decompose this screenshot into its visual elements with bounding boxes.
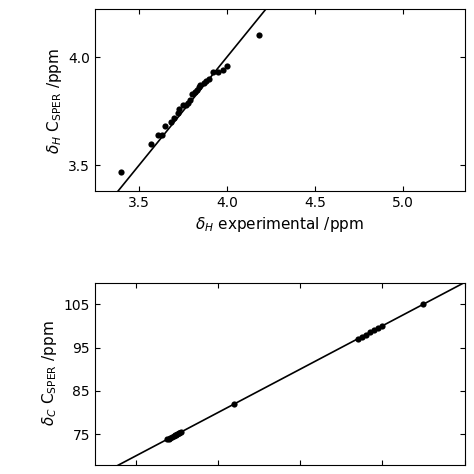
Point (193, 86, 201, 93)
Point (219, 66, 227, 74)
Point (164, 436, 171, 443)
Point (147, 140, 155, 147)
Point (179, 101, 187, 109)
Point (191, 88, 199, 96)
Point (184, 99, 192, 107)
Point (366, 328, 374, 336)
Point (174, 109, 182, 117)
Point (202, 77, 210, 85)
Point (223, 62, 231, 70)
Point (182, 101, 190, 109)
Point (162, 123, 169, 130)
Point (370, 327, 378, 334)
X-axis label: $\delta_H$ experimental /ppm: $\delta_H$ experimental /ppm (195, 215, 364, 234)
Point (176, 429, 183, 437)
Point (167, 118, 174, 126)
Point (214, 69, 222, 76)
Point (172, 431, 179, 439)
Y-axis label: $\delta_H$ C$_{\rm SPER}$ /ppm: $\delta_H$ C$_{\rm SPER}$ /ppm (45, 47, 64, 154)
Point (166, 434, 174, 441)
Y-axis label: $\delta_C$ C$_{\rm SPER}$ /ppm: $\delta_C$ C$_{\rm SPER}$ /ppm (40, 321, 59, 426)
Point (362, 331, 370, 338)
Point (374, 324, 382, 332)
Point (170, 114, 178, 122)
Point (158, 131, 165, 139)
Point (197, 82, 204, 89)
Point (175, 105, 183, 113)
Point (155, 131, 162, 139)
Point (419, 301, 427, 308)
Point (195, 84, 202, 91)
Point (354, 335, 362, 343)
Point (165, 435, 173, 442)
Point (177, 428, 185, 436)
Point (168, 433, 176, 440)
Point (175, 429, 182, 437)
Point (188, 90, 195, 98)
Point (186, 97, 194, 104)
Point (205, 75, 213, 82)
Point (209, 69, 217, 76)
Point (231, 400, 238, 408)
Point (173, 430, 181, 438)
Point (255, 32, 262, 39)
Point (200, 79, 208, 87)
Point (358, 333, 365, 340)
Point (170, 432, 177, 440)
Point (173, 431, 180, 438)
Point (379, 322, 386, 329)
Point (118, 168, 125, 176)
